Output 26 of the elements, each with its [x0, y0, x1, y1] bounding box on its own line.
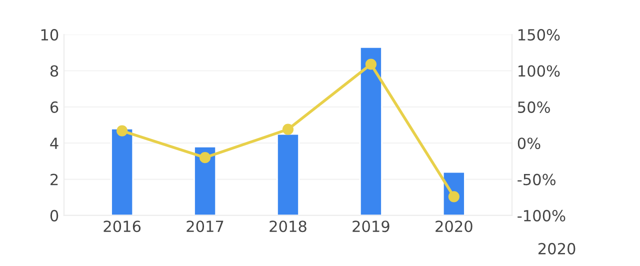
x-tick-label: 2020: [436, 220, 472, 232]
y-tick-label: 0: [50, 210, 58, 222]
y2-tick-label: 150%: [518, 29, 560, 41]
point: [365, 58, 377, 70]
y-tick-label: 2: [50, 174, 58, 186]
x-tick-label: 2017: [186, 220, 224, 232]
point: [282, 124, 294, 135]
point: [199, 152, 211, 164]
y-tick-label: 6: [50, 101, 58, 113]
text: 2020: [538, 242, 576, 254]
y2-tick-label: -50%: [518, 174, 556, 186]
y2-tick-label: 100%: [518, 65, 560, 77]
y2-tick-label: 0%: [518, 138, 540, 150]
point: [116, 125, 128, 136]
bar: [110, 128, 134, 216]
y-tick-label: 10: [41, 29, 58, 41]
bar: [359, 46, 382, 216]
y-tick-label: 4: [50, 138, 58, 149]
bar: [194, 146, 217, 216]
x-tick-label: 2018: [270, 220, 306, 232]
y-tick-label: 8: [50, 65, 58, 77]
bar: [276, 133, 300, 216]
x-tick-label: 2016: [104, 220, 141, 232]
y2-tick-label: 50%: [518, 101, 550, 113]
x-tick-label: 2019: [352, 220, 390, 232]
y2-tick-label: -100%: [518, 210, 566, 222]
